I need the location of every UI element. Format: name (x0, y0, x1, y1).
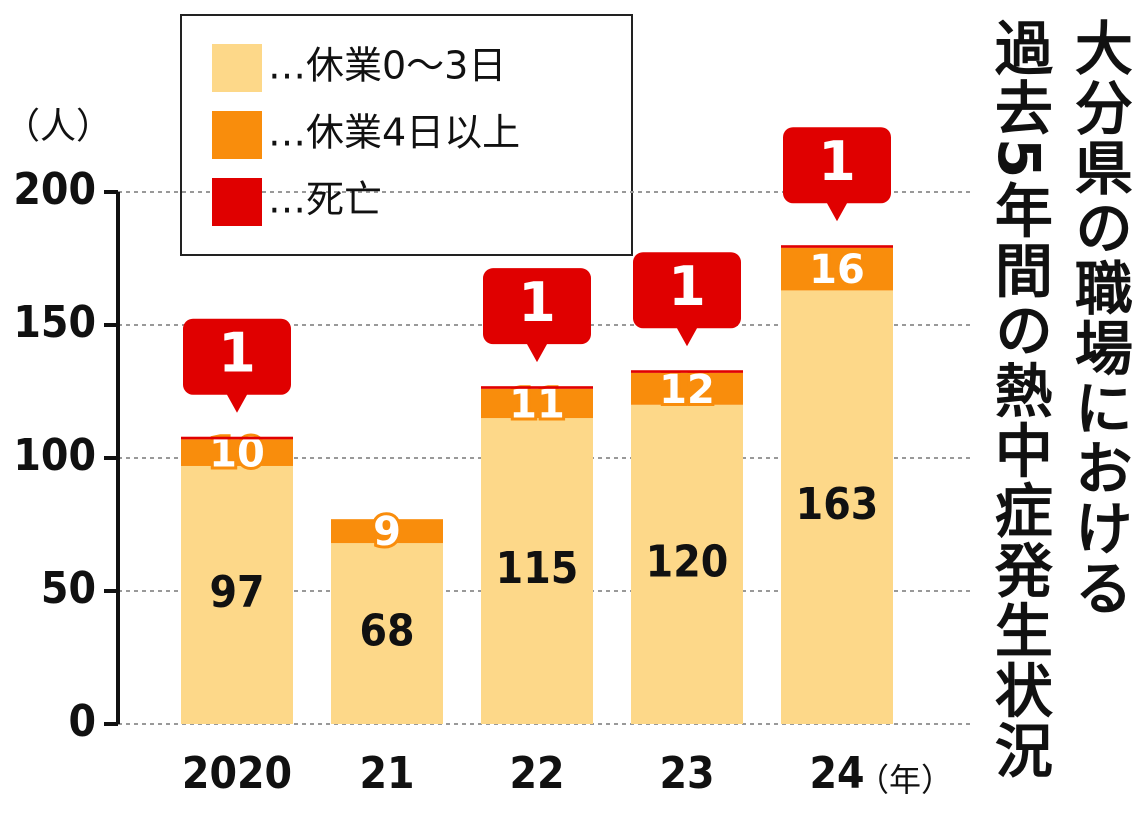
bar-segment (631, 404, 743, 724)
legend-swatch (212, 111, 262, 159)
bar-segment (331, 519, 443, 544)
x-tick-label: 21 (359, 748, 414, 799)
value-label: 16 (809, 247, 865, 293)
value-label: 163 (796, 479, 879, 530)
chart-subtitle: 過去5年間の熱中症発生状況 (985, 18, 1053, 780)
bar-segment (481, 388, 593, 419)
bar-segment (181, 465, 293, 724)
y-tick-label: 150 (13, 297, 96, 348)
x-axis-label: （年） (857, 761, 953, 799)
callout (783, 127, 891, 222)
bar-segment (181, 439, 293, 466)
x-tick-label: 22 (509, 748, 564, 799)
x-tick-label: 23 (659, 748, 714, 799)
legend-swatch (212, 178, 262, 226)
callout (183, 318, 291, 413)
value-label: 9 (373, 509, 401, 555)
chart-title: 大分県の職場における (1065, 18, 1133, 618)
value-label: 120 (646, 536, 729, 587)
legend-label: …休業0～3日 (268, 44, 506, 88)
bar-segment (781, 245, 893, 248)
bar-segment (481, 418, 593, 724)
value-label: 1 (668, 255, 706, 318)
value-label: 1 (518, 271, 556, 334)
y-tick-label: 50 (41, 563, 96, 614)
value-label: 115 (496, 543, 579, 594)
bar-segment (781, 247, 893, 291)
bar-segment (631, 372, 743, 405)
bar-segment (331, 543, 443, 724)
legend-swatch (212, 44, 262, 92)
value-label: 97 (209, 567, 264, 618)
y-tick-label: 100 (13, 430, 96, 481)
callout (483, 268, 591, 363)
value-label: 12 (659, 367, 715, 413)
bar-segment (481, 386, 593, 389)
callout (633, 252, 741, 347)
value-label: 1 (218, 321, 256, 384)
bar-segment (631, 370, 743, 373)
bar-segment (181, 436, 293, 440)
x-tick-label: 2020 (182, 748, 292, 799)
y-axis-label: （人） (4, 106, 112, 147)
value-label: 1 (818, 130, 856, 193)
y-tick-label: 200 (13, 164, 96, 215)
x-tick-label: 24 (809, 748, 864, 799)
value-label: 68 (359, 606, 414, 657)
y-tick-label: 0 (68, 696, 96, 747)
legend-label: …死亡 (268, 178, 382, 222)
legend-label: …休業4日以上 (268, 111, 520, 155)
bar-segment (781, 290, 893, 724)
